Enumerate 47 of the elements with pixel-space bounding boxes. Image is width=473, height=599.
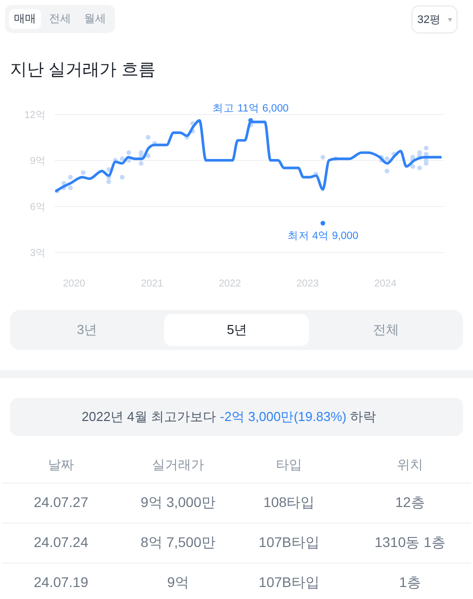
point: [138, 161, 144, 166]
text: 타입: [276, 457, 302, 472]
text: 월세: [84, 13, 106, 25]
point: [146, 153, 151, 158]
line-series: [55, 119, 442, 192]
text: 9억: [167, 574, 189, 590]
text: 2022년 4월 최고가보다: [82, 409, 216, 424]
point: [68, 174, 73, 180]
text: 107B타입: [258, 574, 320, 590]
text: 하락: [350, 409, 376, 424]
text: -2억 3,000만(19.83%): [220, 409, 346, 424]
point: [120, 174, 125, 180]
point: [320, 220, 326, 226]
point: [80, 170, 86, 175]
text: 107B타입: [258, 534, 320, 550]
text: 9억 3,000만: [140, 494, 216, 510]
point: [120, 156, 125, 162]
text: 108타입: [263, 494, 315, 510]
text: 전체: [373, 322, 399, 337]
text: 3년: [76, 322, 98, 337]
point: [68, 186, 73, 190]
text: 매매: [14, 13, 36, 25]
text: 위치: [397, 457, 423, 472]
text: 8억 7,500만: [140, 534, 216, 550]
text: 전세: [49, 13, 71, 25]
point: [410, 164, 416, 169]
text: 24.07.24: [34, 534, 88, 550]
point: [384, 156, 390, 162]
text: 5년: [226, 322, 248, 337]
text: 실거래가: [152, 457, 204, 472]
point: [146, 134, 151, 140]
text: 24.07.27: [34, 494, 88, 510]
annotation: 최저 4억 9,000: [287, 230, 358, 242]
chart-title: 지난 실거래가 흐름: [10, 60, 156, 79]
text: 32평: [417, 14, 441, 26]
annotation: 최고 11억 6,000: [212, 102, 289, 114]
point: [417, 166, 422, 170]
point: [320, 154, 326, 160]
text: 1310동 1층: [374, 534, 446, 550]
point: [424, 146, 429, 150]
point: [126, 150, 132, 155]
point: [106, 179, 112, 184]
text: 날짜: [48, 457, 74, 472]
text: 1층: [399, 574, 421, 590]
text: 24.07.19: [34, 574, 88, 590]
point: [384, 168, 390, 174]
text: 12층: [395, 494, 425, 510]
